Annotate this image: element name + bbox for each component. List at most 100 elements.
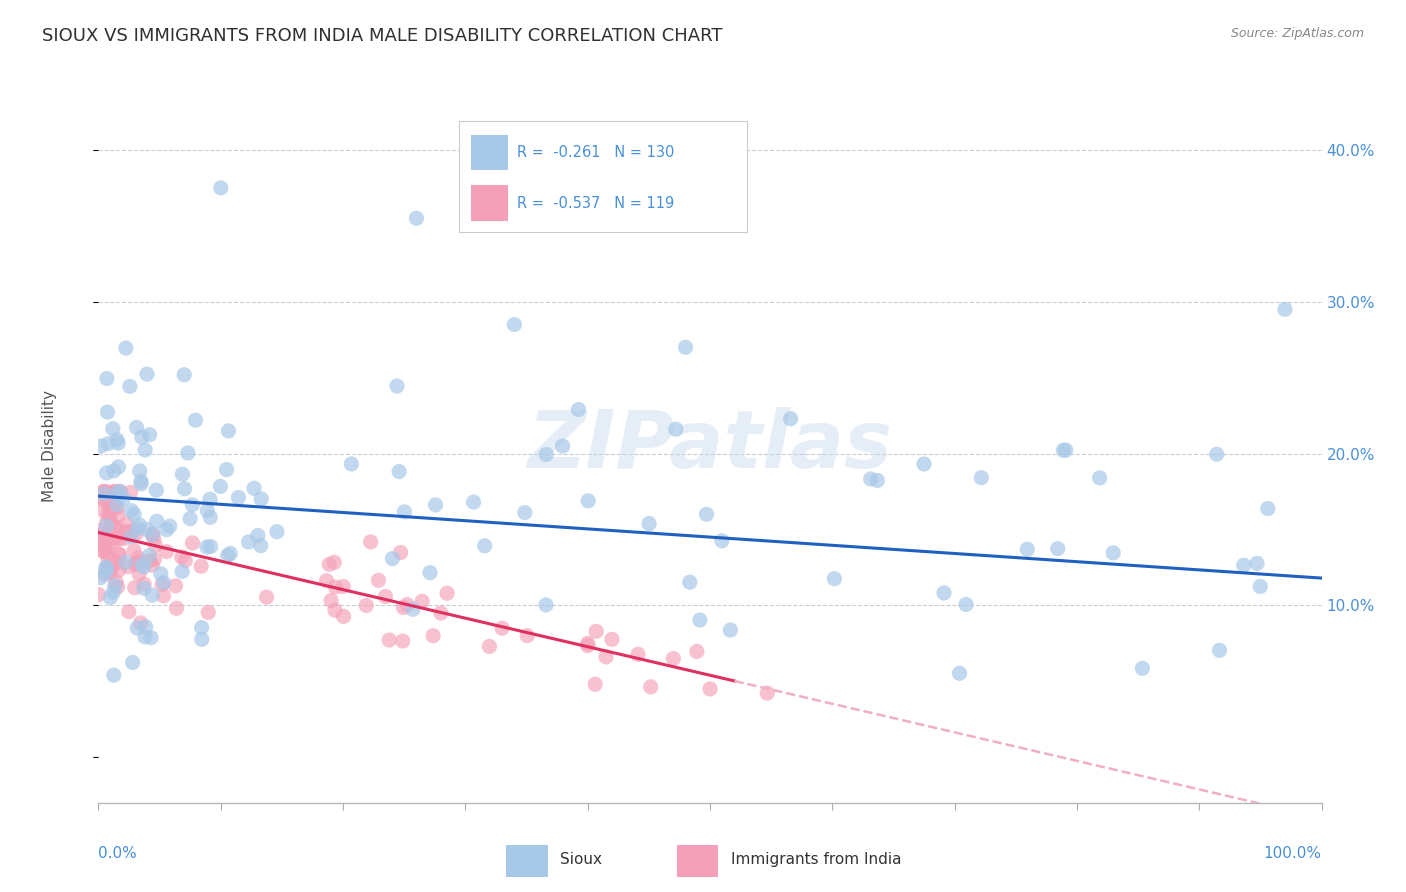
Point bbox=[128, 517, 150, 532]
Point bbox=[145, 483, 167, 497]
Point bbox=[665, 422, 688, 436]
Point bbox=[141, 527, 163, 541]
Point bbox=[134, 630, 156, 644]
Point bbox=[152, 589, 174, 603]
Point bbox=[332, 609, 354, 624]
Point bbox=[107, 533, 129, 547]
Point bbox=[87, 588, 110, 602]
Point bbox=[332, 579, 354, 593]
Point bbox=[1205, 447, 1227, 461]
Point bbox=[104, 519, 127, 533]
Point bbox=[367, 574, 389, 588]
Point bbox=[249, 539, 271, 553]
Point bbox=[98, 591, 121, 605]
Point bbox=[217, 549, 239, 563]
Point bbox=[318, 558, 340, 572]
Point bbox=[120, 485, 142, 500]
Point bbox=[576, 494, 599, 508]
Text: 100.0%: 100.0% bbox=[1264, 846, 1322, 861]
Point bbox=[696, 508, 718, 522]
Point bbox=[107, 508, 129, 523]
Point bbox=[378, 633, 401, 648]
Point bbox=[662, 651, 685, 665]
Point bbox=[141, 527, 163, 541]
Point bbox=[388, 465, 411, 479]
Point bbox=[228, 491, 250, 505]
Point bbox=[321, 593, 343, 607]
Point bbox=[94, 566, 117, 580]
Point bbox=[209, 479, 232, 493]
Point bbox=[197, 606, 219, 620]
Point bbox=[170, 550, 193, 565]
Point bbox=[389, 545, 412, 559]
Point bbox=[108, 484, 131, 499]
Point bbox=[125, 556, 148, 570]
Point bbox=[756, 686, 779, 700]
Point bbox=[87, 490, 110, 504]
Point bbox=[172, 565, 194, 579]
Point bbox=[97, 506, 120, 520]
Point bbox=[1046, 541, 1069, 556]
Point bbox=[127, 521, 149, 535]
Point bbox=[1249, 579, 1271, 593]
Point bbox=[135, 620, 157, 634]
Point bbox=[97, 436, 120, 450]
Point bbox=[152, 575, 174, 590]
Point bbox=[101, 534, 124, 549]
Point bbox=[103, 668, 125, 682]
Point bbox=[100, 565, 122, 579]
Point bbox=[866, 474, 889, 488]
Point bbox=[190, 559, 212, 574]
Point bbox=[155, 544, 177, 558]
Point bbox=[1102, 546, 1125, 560]
Point bbox=[215, 462, 238, 476]
Point bbox=[138, 549, 160, 563]
Point bbox=[149, 566, 172, 581]
Point bbox=[585, 624, 607, 639]
Point bbox=[122, 524, 145, 538]
Point bbox=[108, 548, 131, 562]
Point bbox=[124, 581, 146, 595]
Point bbox=[96, 514, 118, 528]
Point bbox=[172, 467, 194, 482]
Point bbox=[131, 558, 153, 572]
Point bbox=[155, 523, 177, 537]
Point bbox=[104, 484, 127, 499]
Point bbox=[411, 594, 433, 608]
Point bbox=[112, 532, 135, 546]
Point bbox=[238, 535, 260, 549]
Point bbox=[166, 601, 188, 615]
Point bbox=[94, 528, 117, 542]
Point bbox=[125, 526, 148, 541]
Point bbox=[96, 560, 118, 574]
Point bbox=[640, 680, 662, 694]
Point bbox=[142, 531, 165, 545]
Point bbox=[165, 579, 187, 593]
Point bbox=[114, 524, 136, 539]
Point bbox=[173, 482, 195, 496]
Point bbox=[118, 605, 141, 619]
Point bbox=[124, 558, 146, 572]
Point bbox=[93, 544, 115, 558]
Point bbox=[419, 566, 441, 580]
Point bbox=[1208, 643, 1230, 657]
Point bbox=[396, 598, 419, 612]
Point bbox=[551, 439, 574, 453]
Point bbox=[100, 554, 122, 568]
Point bbox=[859, 472, 882, 486]
Point bbox=[101, 485, 124, 500]
Point bbox=[103, 484, 125, 499]
Point bbox=[107, 563, 129, 577]
Point bbox=[98, 500, 121, 515]
Point bbox=[97, 509, 120, 524]
Point bbox=[96, 484, 118, 499]
Point bbox=[323, 555, 346, 569]
Point bbox=[195, 503, 218, 517]
Point bbox=[96, 565, 118, 579]
Point bbox=[219, 546, 242, 560]
Point bbox=[93, 531, 115, 545]
Point bbox=[491, 621, 513, 635]
Point bbox=[135, 523, 157, 537]
Point bbox=[117, 559, 139, 574]
Point bbox=[200, 510, 222, 524]
